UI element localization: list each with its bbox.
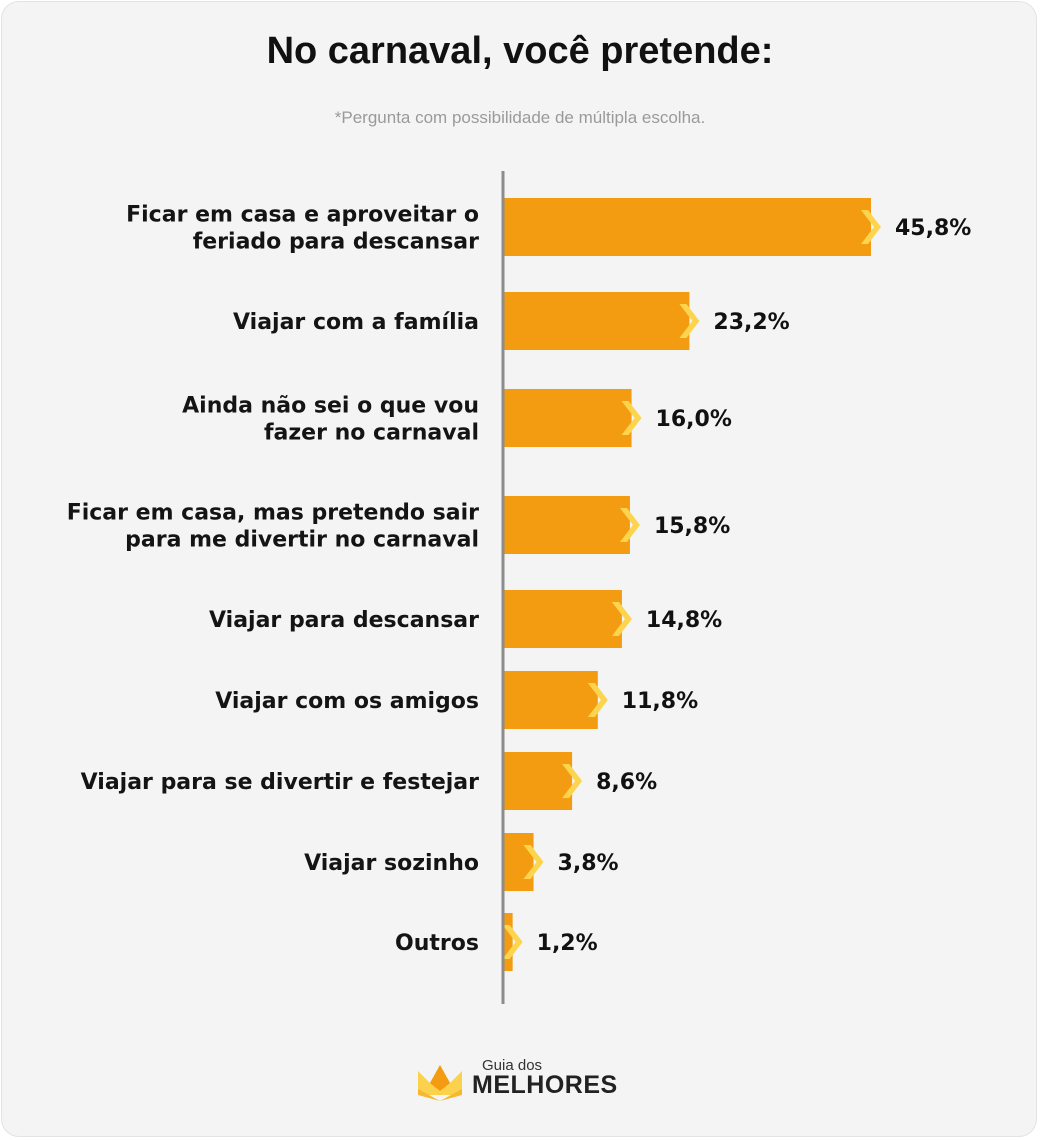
bar-chevron-icon bbox=[619, 508, 640, 542]
bar-chevron-icon bbox=[621, 401, 642, 435]
brand-top-text: Guia dos bbox=[482, 1057, 543, 1074]
bar-4 bbox=[503, 590, 622, 648]
category-label-3: Ficar em casa, mas pretendo sair para me … bbox=[67, 501, 479, 553]
bar-5 bbox=[503, 671, 598, 729]
category-label-4: Viajar para descansar bbox=[209, 608, 479, 633]
value-label-0: 45,8% bbox=[895, 216, 971, 241]
brand-main-text: MELHORES bbox=[472, 1071, 618, 1099]
bar-0 bbox=[503, 198, 871, 256]
crown-logo-icon bbox=[418, 1065, 462, 1101]
category-label-1: Viajar com a família bbox=[233, 310, 479, 335]
bar-chevron-icon bbox=[562, 764, 583, 798]
bar-chevron-icon bbox=[502, 925, 523, 959]
bar-chevron-icon bbox=[679, 304, 700, 338]
bar-7 bbox=[503, 833, 534, 891]
category-label-2: Ainda não sei o que vou fazer no carnaval bbox=[182, 394, 479, 446]
category-label-7: Viajar sozinho bbox=[304, 851, 479, 876]
value-label-4: 14,8% bbox=[646, 608, 722, 633]
category-label-5: Viajar com os amigos bbox=[215, 689, 479, 714]
value-label-1: 23,2% bbox=[713, 310, 789, 335]
value-label-8: 1,2% bbox=[537, 931, 598, 956]
value-label-2: 16,0% bbox=[656, 407, 732, 432]
bar-1 bbox=[503, 292, 690, 350]
value-label-3: 15,8% bbox=[654, 514, 730, 539]
brand-logo: Guia dos MELHORES bbox=[416, 1055, 636, 1105]
value-label-6: 8,6% bbox=[596, 770, 657, 795]
bar-chevron-icon bbox=[611, 602, 632, 636]
value-label-5: 11,8% bbox=[622, 689, 698, 714]
bar-chevron-icon bbox=[587, 683, 608, 717]
category-label-0: Ficar em casa e aproveitar o feriado para… bbox=[126, 203, 479, 255]
value-label-7: 3,8% bbox=[558, 851, 619, 876]
chart-title: No carnaval, você pretende: bbox=[266, 30, 774, 72]
bar-chart: 45,8% Ficar em casa e aproveitar o feriado… bbox=[67, 171, 971, 1004]
category-label-6: Viajar para se divertir e festejar bbox=[81, 770, 480, 795]
bar-3 bbox=[503, 496, 630, 554]
chart-subtitle: *Pergunta com possibilidade de múltipla … bbox=[334, 108, 706, 127]
bar-8 bbox=[503, 913, 513, 971]
category-label-8: Outros bbox=[395, 931, 479, 956]
bar-6 bbox=[503, 752, 573, 810]
bar-2 bbox=[503, 389, 632, 447]
bar-chevron-icon bbox=[523, 845, 544, 879]
bar-chevron-icon bbox=[861, 210, 881, 244]
